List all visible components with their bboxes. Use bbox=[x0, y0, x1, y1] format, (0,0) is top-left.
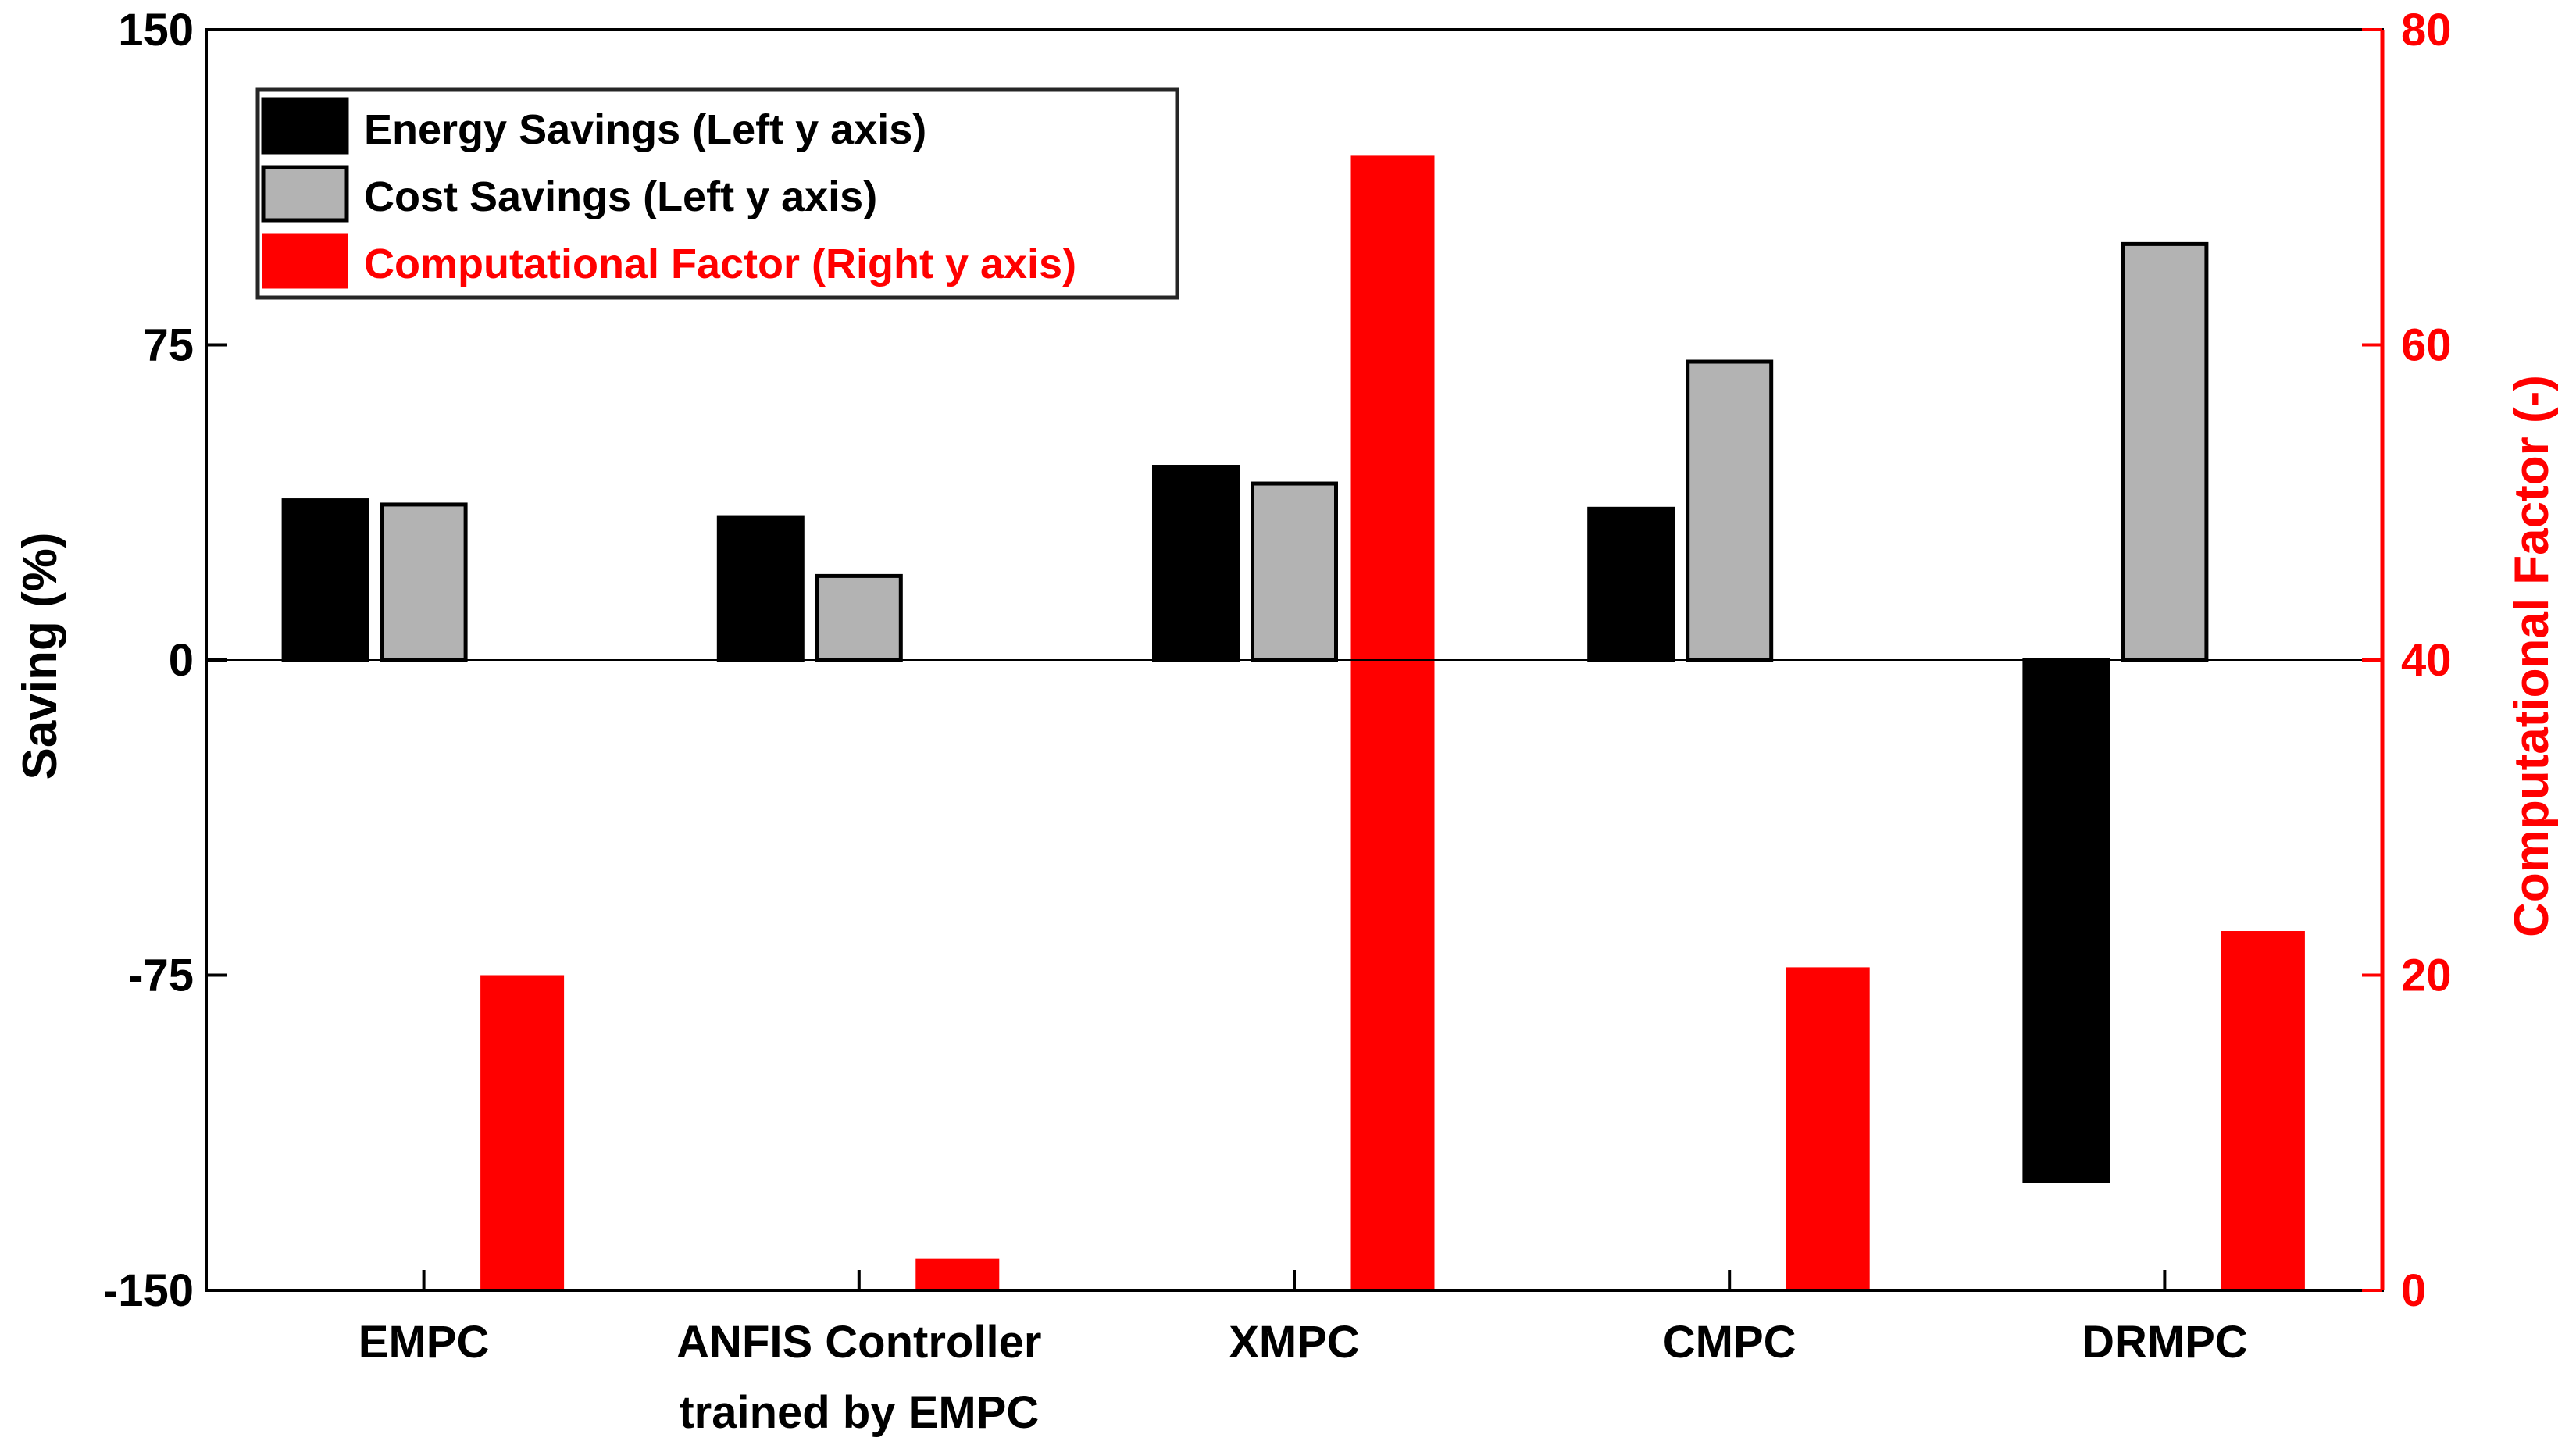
bar-energy-2 bbox=[716, 515, 805, 662]
bars-layer bbox=[281, 155, 2305, 1290]
right-tick-label: 80 bbox=[2401, 5, 2452, 55]
bar-cost-4 bbox=[1686, 359, 1774, 662]
bar-cost-2 bbox=[815, 573, 903, 662]
left-axis-ticks: 150 75 0 -75 -150 bbox=[103, 5, 227, 1316]
x-tick-label: ANFIS Controller trained by EMPC bbox=[676, 1317, 1041, 1438]
x-tick-label: EMPC bbox=[359, 1317, 490, 1368]
legend-entry-energy: Energy Savings (Left y axis) bbox=[364, 106, 926, 153]
legend-entry-cost: Cost Savings (Left y axis) bbox=[364, 173, 877, 220]
bar-energy-4 bbox=[1587, 506, 1675, 662]
bar-energy-5 bbox=[2022, 658, 2110, 1183]
legend: Energy Savings (Left y axis) Cost Saving… bbox=[255, 87, 1179, 300]
x-axis-ticks: EMPC ANFIS Controller trained by EMPC XMPC C… bbox=[359, 1270, 2248, 1438]
bar-computational-3 bbox=[1350, 155, 1435, 1290]
bar-cost-1 bbox=[380, 502, 468, 662]
right-tick-label: 20 bbox=[2401, 951, 2452, 1001]
x-tick-label: CMPC bbox=[1663, 1317, 1796, 1368]
left-tick-label: -75 bbox=[128, 951, 194, 1001]
x-tick-label: DRMPC bbox=[2082, 1317, 2248, 1368]
legend-swatch-computational bbox=[262, 233, 348, 289]
bar-cost-3 bbox=[1251, 481, 1338, 662]
bar-computational-2 bbox=[915, 1258, 1000, 1290]
x-tick-label: XMPC bbox=[1229, 1317, 1360, 1368]
left-axis-label: Saving (%) bbox=[13, 533, 67, 780]
left-tick-label: 150 bbox=[118, 5, 194, 55]
bar-computational-1 bbox=[480, 975, 565, 1290]
legend-swatch-energy bbox=[261, 97, 349, 155]
right-tick-label: 40 bbox=[2401, 635, 2452, 686]
left-tick-label: 0 bbox=[169, 635, 194, 686]
bar-computational-5 bbox=[2221, 931, 2305, 1290]
bar-computational-4 bbox=[1786, 967, 1870, 1290]
left-tick-label: 75 bbox=[143, 320, 194, 371]
right-axis-ticks: 80 60 40 20 0 bbox=[2362, 5, 2452, 1316]
legend-swatch-cost bbox=[261, 165, 349, 223]
right-tick-label: 0 bbox=[2401, 1265, 2426, 1316]
right-tick-label: 60 bbox=[2401, 320, 2452, 371]
bar-energy-3 bbox=[1152, 465, 1240, 662]
legend-entry-computational: Computational Factor (Right y axis) bbox=[364, 241, 1076, 287]
legend-box bbox=[255, 87, 1179, 300]
left-tick-label: -150 bbox=[103, 1265, 194, 1316]
right-axis-label: Computational Factor (-) bbox=[2505, 375, 2559, 937]
bar-energy-1 bbox=[281, 498, 369, 662]
bar-cost-5 bbox=[2121, 241, 2209, 662]
